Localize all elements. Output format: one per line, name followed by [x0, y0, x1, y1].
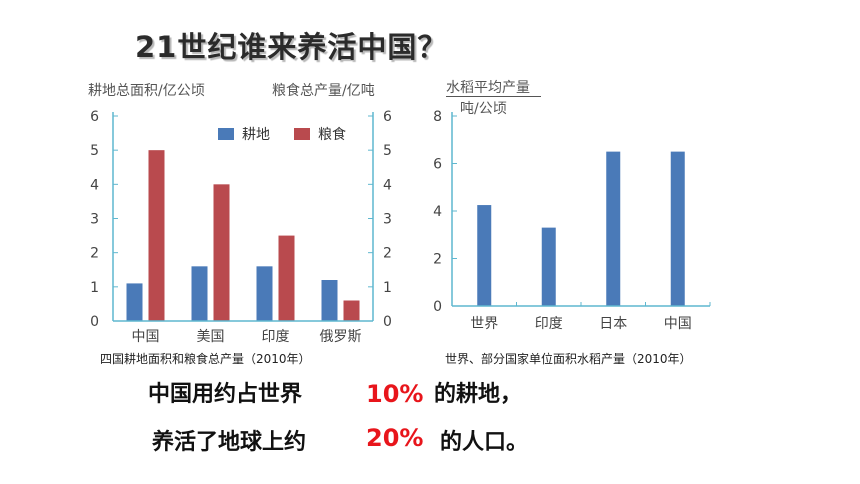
chart1-left-tick-label: 4: [90, 177, 99, 193]
chart1-right-tick-label: 0: [383, 314, 392, 330]
chart1-legend-label: 耕地: [242, 126, 270, 143]
chart1-category-label: 美国: [197, 329, 225, 345]
chart1-bar-grain: [343, 300, 360, 321]
chart1-category-labels: 中国 美国 印度 俄罗斯: [132, 329, 362, 345]
chart2-category-label: 中国: [664, 316, 692, 332]
chart2-tick-label: 0: [433, 299, 442, 315]
chart1-right-tick-label: 2: [383, 246, 392, 262]
chart2-category-label: 世界: [470, 316, 498, 332]
chart2-bar: [670, 151, 685, 306]
chart1-left-tick-label: 1: [90, 280, 99, 296]
chart1-ticks: 0 0 1 1 2 2 3 3 4 4 5 5 6 6: [90, 109, 392, 330]
chart1-right-tick-label: 1: [383, 280, 392, 296]
chart2-tick-label: 4: [433, 204, 442, 220]
chart1-left-tick-label: 0: [90, 314, 99, 330]
chart1-bar-cropland: [321, 280, 338, 321]
statement-line1-percent: 10%: [366, 380, 424, 408]
chart1-bar-cropland: [126, 283, 143, 321]
chart1-legend-label: 粮食: [318, 126, 346, 143]
chart2-axis-label-divider: [446, 96, 541, 97]
chart2-category-label: 印度: [535, 316, 563, 332]
chart1-right-tick-label: 4: [383, 177, 392, 193]
chart1-legend-swatch: [294, 128, 310, 140]
chart1-category-label: 印度: [262, 329, 290, 345]
chart1-bar-grain: [213, 184, 230, 321]
chart2-bar: [606, 151, 621, 306]
chart2-axis-label-line2: 吨/公顷: [460, 101, 507, 117]
chart2-bars: [477, 151, 685, 306]
statement-line1-text: 中国用约占世界: [148, 382, 303, 407]
chart1-right-tick-label: 6: [383, 109, 392, 125]
chart2-axis-label-line1: 水稻平均产量: [446, 80, 530, 96]
chart1-bars: [126, 150, 360, 321]
chart1-right-tick-label: 5: [383, 143, 392, 159]
chart2-tick-label: 2: [433, 252, 442, 268]
chart1-bar-cropland: [256, 266, 273, 321]
chart1-bar-cropland: [191, 266, 208, 321]
chart1-right-axis-label: 粮食总产量/亿吨: [272, 83, 375, 99]
chart1-bar-grain: [148, 150, 165, 321]
chart1-left-axis-label: 耕地总面积/亿公顷: [88, 83, 205, 99]
chart2-ticks: 0 2 4 6 8: [433, 109, 457, 315]
chart1-left-tick-label: 5: [90, 143, 99, 159]
statement-line2-suffix: 的人口。: [440, 430, 529, 455]
chart2-category-labels: 世界 印度 日本 中国: [470, 302, 711, 332]
chart1-right-tick-label: 3: [383, 212, 392, 228]
statement-line2-text: 养活了地球上约: [152, 430, 307, 455]
chart2-tick-label: 6: [433, 157, 442, 173]
chart2-tick-label: 8: [433, 109, 442, 125]
statement-line1-suffix: 的耕地，: [434, 382, 523, 407]
chart1-left-tick-label: 6: [90, 109, 99, 125]
chart1-category-label: 俄罗斯: [320, 329, 362, 345]
chart2-rice-yield: 0 2 4 6 8 世界 印度 日本 中国: [433, 109, 711, 332]
chart1-cropland-grain: 0 0 1 1 2 2 3 3 4 4 5 5 6 6 中国 美国 印度 俄罗斯 耕地 粮食: [90, 109, 392, 345]
chart1-bar-grain: [278, 235, 295, 321]
chart1-left-tick-label: 3: [90, 212, 99, 228]
chart1-legend: 耕地 粮食: [218, 126, 346, 143]
chart2-bar: [477, 205, 492, 306]
chart1-category-label: 中国: [132, 329, 160, 345]
chart1-caption: 四国耕地面积和粮食总产量（2010年）: [100, 352, 311, 366]
statement-line2-percent: 20%: [366, 424, 424, 452]
chart1-legend-swatch: [218, 128, 234, 140]
chart1-left-tick-label: 2: [90, 246, 99, 262]
page-title: 21世纪谁来养活中国？: [135, 30, 448, 64]
chart2-category-label: 日本: [599, 316, 627, 332]
chart2-bar: [541, 227, 556, 306]
chart2-caption: 世界、部分国家单位面积水稻产量（2010年）: [445, 352, 692, 366]
